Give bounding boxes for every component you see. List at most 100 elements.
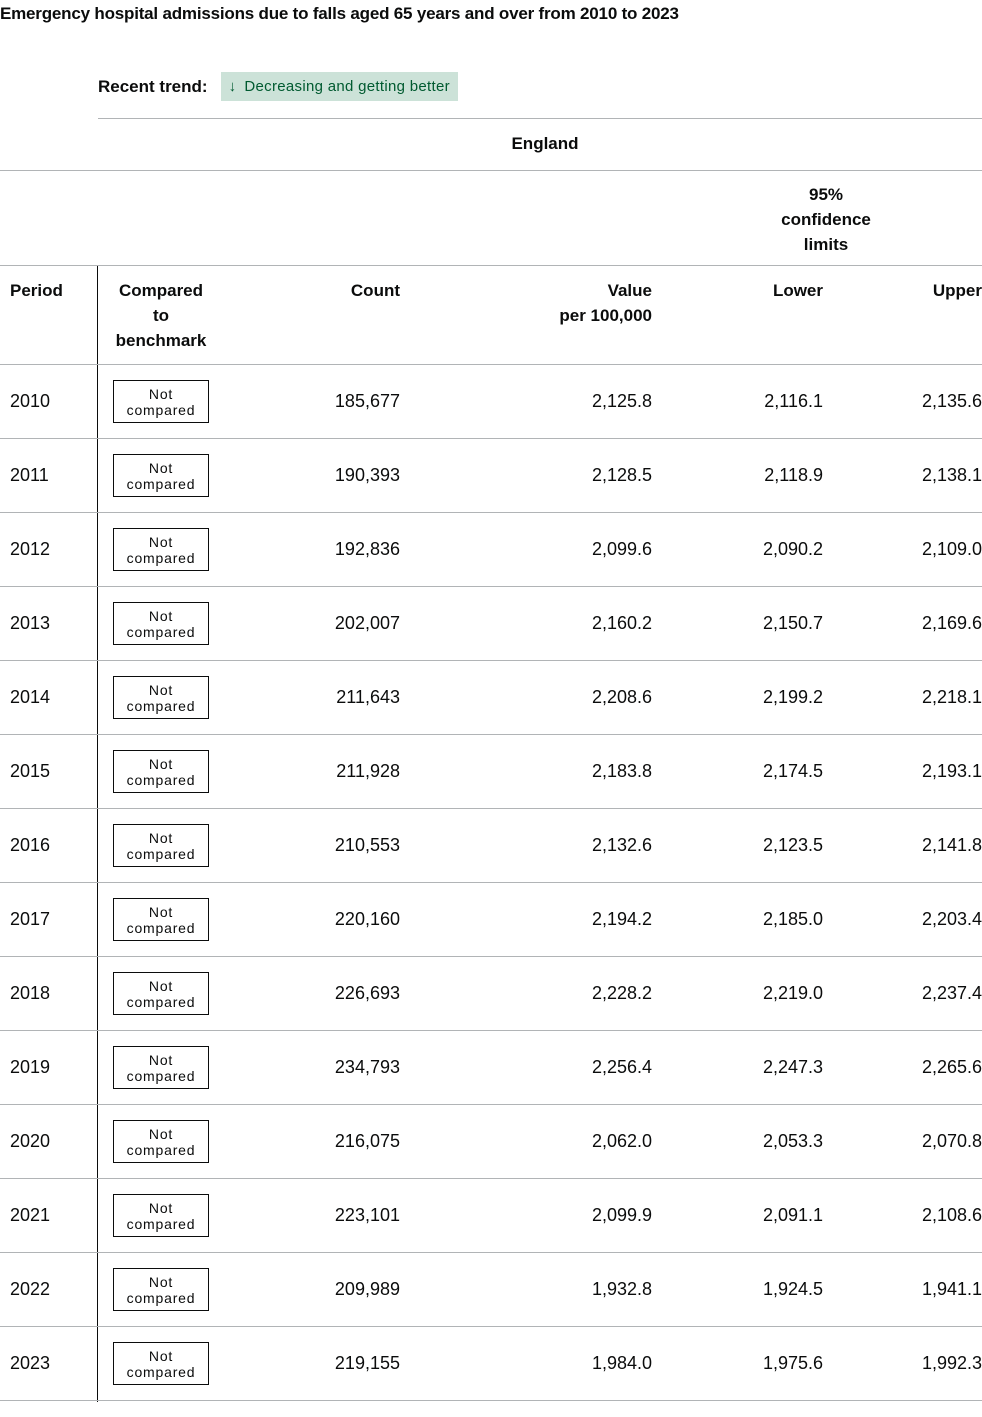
- value-cell: 2,228.2: [591, 983, 652, 1003]
- benchmark-badge: Not compared: [113, 1120, 209, 1163]
- count-cell: 209,989: [334, 1279, 400, 1299]
- trend-tag: ↓ Decreasing and getting better: [220, 72, 458, 101]
- row-divider: [0, 512, 982, 513]
- benchmark-badge: Not compared: [113, 1194, 209, 1237]
- table-row: 2021 Not compared 223,101 2,099.9 2,091.1 2,10…: [0, 1179, 982, 1253]
- benchmark-badge: Not compared: [113, 1046, 209, 1089]
- upper-ci-cell: 1,941.1: [921, 1279, 982, 1299]
- table-row: 2017 Not compared 220,160 2,194.2 2,185.0 2,20…: [0, 883, 982, 957]
- benchmark-badge: Not compared: [113, 1342, 209, 1385]
- period-cell: 2017: [10, 909, 51, 929]
- count-cell: 234,793: [334, 1057, 400, 1077]
- table-row: 2019 Not compared 234,793 2,256.4 2,247.3 2,26…: [0, 1031, 982, 1105]
- count-cell: 220,160: [334, 909, 400, 929]
- count-cell: 211,928: [336, 761, 400, 781]
- benchmark-badge: Not compared: [113, 676, 209, 719]
- value-cell: 1,932.8: [591, 1279, 652, 1299]
- row-divider: [0, 1252, 982, 1253]
- benchmark-badge: Not compared: [113, 750, 209, 793]
- row-divider: [0, 438, 982, 439]
- row-divider: [0, 882, 982, 883]
- column-header-upper: Upper: [932, 281, 982, 300]
- table-row: 2018 Not compared 226,693 2,228.2 2,219.0 2,23…: [0, 957, 982, 1031]
- table-row: 2022 Not compared 209,989 1,932.8 1,924.5 1,94…: [0, 1253, 982, 1327]
- count-cell: 185,677: [334, 391, 400, 411]
- lower-ci-cell: 2,150.7: [762, 613, 823, 633]
- period-cell: 2016: [10, 835, 51, 855]
- row-divider: [0, 1178, 982, 1179]
- value-cell: 2,208.6: [591, 687, 652, 707]
- benchmark-badge: Not compared: [113, 972, 209, 1015]
- count-cell: 219,155: [334, 1353, 400, 1373]
- period-cell: 2011: [10, 465, 49, 485]
- arrow-down-icon: ↓: [228, 78, 237, 95]
- period-cell: 2013: [10, 613, 51, 633]
- lower-ci-cell: 2,123.5: [762, 835, 823, 855]
- row-divider: [0, 808, 982, 809]
- period-cell: 2014: [10, 687, 51, 707]
- page-title: Emergency hospital admissions due to fal…: [0, 4, 679, 23]
- row-divider: [0, 956, 982, 957]
- row-divider: [0, 660, 982, 661]
- upper-ci-cell: 2,265.6: [921, 1057, 982, 1077]
- count-cell: 223,101: [334, 1205, 400, 1225]
- upper-ci-cell: 2,138.1: [921, 465, 982, 485]
- value-cell: 2,128.5: [591, 465, 652, 485]
- lower-ci-cell: 2,199.2: [762, 687, 823, 707]
- period-cell: 2018: [10, 983, 51, 1003]
- row-divider: [0, 586, 982, 587]
- lower-ci-cell: 2,053.3: [762, 1131, 823, 1151]
- count-cell: 211,643: [336, 687, 400, 707]
- count-cell: 216,075: [334, 1131, 400, 1151]
- upper-ci-cell: 2,108.6: [921, 1205, 982, 1225]
- period-cell: 2015: [10, 761, 51, 781]
- period-cell: 2020: [10, 1131, 51, 1151]
- table-row: 2010 Not compared 185,677 2,125.8 2,116.1 2,13…: [0, 365, 982, 439]
- row-divider: [0, 1030, 982, 1031]
- area-header: England: [511, 134, 579, 153]
- benchmark-badge: Not compared: [113, 1268, 209, 1311]
- upper-ci-cell: 2,169.6: [921, 613, 982, 633]
- benchmark-badge: Not compared: [113, 898, 209, 941]
- divider: [0, 364, 982, 365]
- lower-ci-cell: 1,975.6: [762, 1353, 823, 1373]
- upper-ci-cell: 2,109.0: [921, 539, 982, 559]
- upper-ci-cell: 2,141.8: [921, 835, 982, 855]
- lower-ci-cell: 2,090.2: [762, 539, 823, 559]
- lower-ci-cell: 2,091.1: [762, 1205, 823, 1225]
- period-cell: 2019: [10, 1057, 51, 1077]
- lower-ci-cell: 2,174.5: [762, 761, 823, 781]
- table-row: 2014 Not compared 211,643 2,208.6 2,199.2 2,21…: [0, 661, 982, 735]
- lower-ci-cell: 2,219.0: [762, 983, 823, 1003]
- lower-ci-cell: 1,924.5: [762, 1279, 823, 1299]
- confidence-limits-header: 95% confidence limits: [781, 185, 871, 254]
- count-cell: 192,836: [334, 539, 400, 559]
- period-cell: 2012: [10, 539, 51, 559]
- row-divider: [0, 1326, 982, 1327]
- benchmark-badge: Not compared: [113, 824, 209, 867]
- trend-value: Decreasing and getting better: [244, 78, 450, 95]
- column-header-period: Period: [10, 281, 63, 300]
- count-cell: 190,393: [334, 465, 400, 485]
- column-divider: [97, 266, 98, 1402]
- table-row: 2023 Not compared 219,155 1,984.0 1,975.6 1,99…: [0, 1327, 982, 1401]
- table-row: 2013 Not compared 202,007 2,160.2 2,150.7 2,16…: [0, 587, 982, 661]
- period-cell: 2022: [10, 1279, 51, 1299]
- value-cell: 2,194.2: [591, 909, 652, 929]
- value-cell: 2,132.6: [591, 835, 652, 855]
- period-cell: 2023: [10, 1353, 51, 1373]
- divider: [0, 170, 982, 171]
- count-cell: 210,553: [334, 835, 400, 855]
- table-row: 2020 Not compared 216,075 2,062.0 2,053.3 2,07…: [0, 1105, 982, 1179]
- table-row: 2011 Not compared 190,393 2,128.5 2,118.9 2,13…: [0, 439, 982, 513]
- value-cell: 1,984.0: [591, 1353, 652, 1373]
- lower-ci-cell: 2,116.1: [764, 391, 823, 411]
- value-cell: 2,160.2: [591, 613, 652, 633]
- column-header-value: Value per 100,000: [559, 281, 652, 325]
- count-cell: 202,007: [334, 613, 400, 633]
- count-cell: 226,693: [334, 983, 400, 1003]
- value-cell: 2,125.8: [591, 391, 652, 411]
- row-divider: [0, 734, 982, 735]
- divider: [0, 265, 982, 266]
- lower-ci-cell: 2,247.3: [762, 1057, 823, 1077]
